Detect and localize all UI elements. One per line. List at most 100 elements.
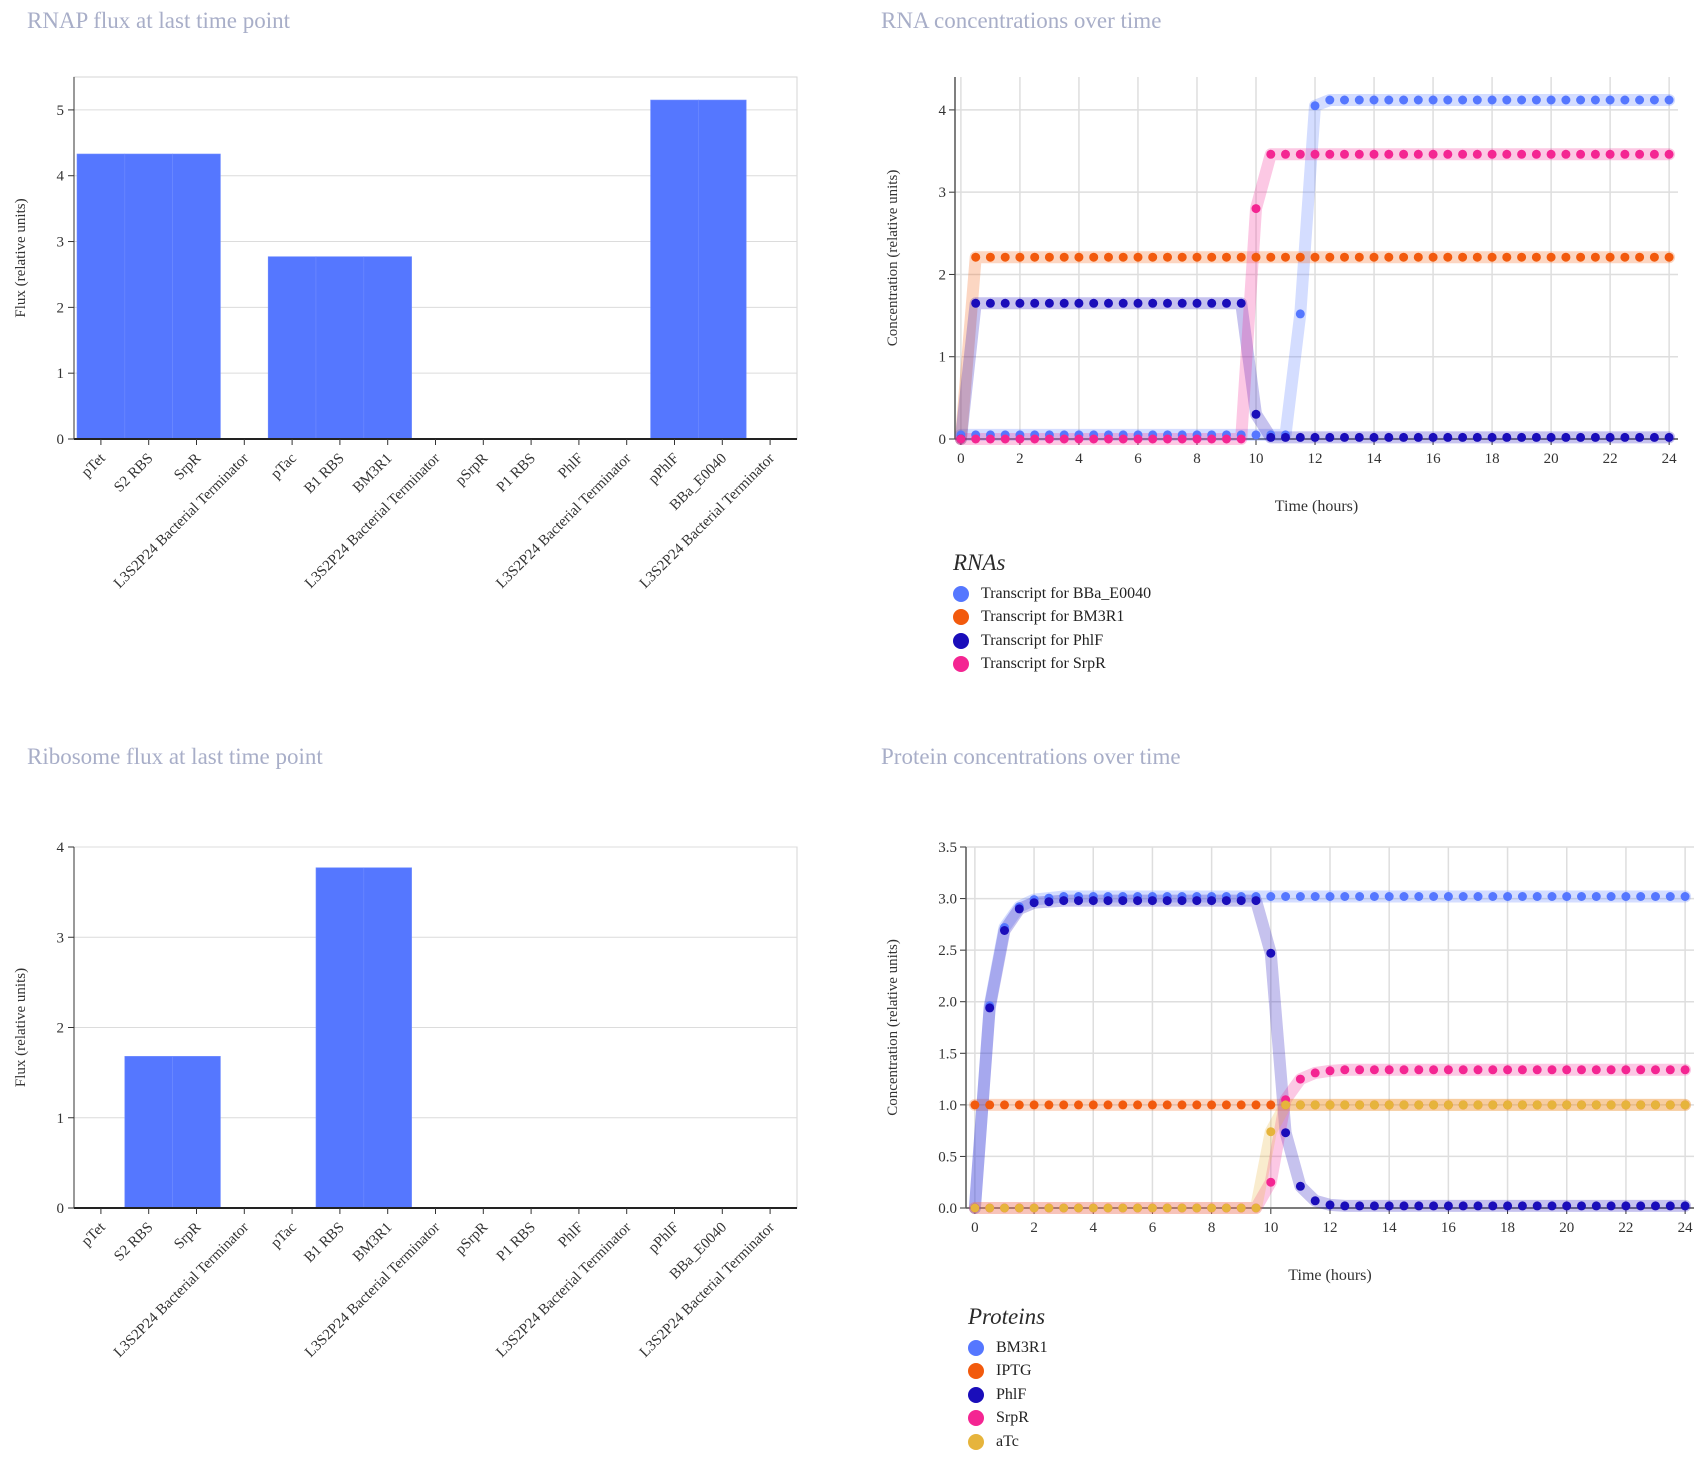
data-point xyxy=(1015,252,1025,262)
protein-legend-title: Proteins xyxy=(968,1304,1046,1329)
data-point xyxy=(1000,1100,1009,1110)
legend-label: Transcript for PhlF xyxy=(981,631,1104,649)
data-point xyxy=(1295,252,1305,262)
data-point xyxy=(1340,149,1349,159)
data-point xyxy=(1118,1203,1128,1213)
data-point xyxy=(1000,434,1010,444)
data-point xyxy=(1473,1201,1483,1211)
x-tick-label: 4 xyxy=(1075,451,1083,467)
data-point xyxy=(1649,95,1659,105)
data-point xyxy=(1163,434,1172,444)
data-point xyxy=(1665,892,1675,901)
data-point xyxy=(1118,252,1128,262)
legend-label: Transcript for BBa_E0040 xyxy=(981,584,1152,602)
x-tick-label: 18 xyxy=(1500,1220,1515,1236)
data-point xyxy=(1236,252,1246,262)
data-point xyxy=(1207,896,1217,906)
data-point xyxy=(1355,1100,1365,1110)
data-point xyxy=(985,1003,995,1013)
data-point xyxy=(1443,1201,1453,1211)
data-point xyxy=(1562,1100,1572,1110)
data-point xyxy=(1503,1201,1513,1211)
legend-swatch xyxy=(968,1386,984,1403)
data-point xyxy=(1503,1065,1513,1075)
data-point xyxy=(1590,432,1600,442)
data-point xyxy=(1281,1128,1291,1138)
data-point xyxy=(1443,252,1453,262)
data-point xyxy=(1546,432,1556,442)
y-tick-label: 3 xyxy=(57,235,65,251)
data-point xyxy=(1606,1100,1616,1110)
data-point xyxy=(1384,149,1394,159)
data-point xyxy=(1089,298,1099,308)
rnap-flux-panel: RNAP flux at last time point 0 1 2 3 4 5 pTet S… xyxy=(0,0,854,736)
data-point xyxy=(1147,896,1157,906)
x-tick-label: 8 xyxy=(1193,451,1201,467)
data-point xyxy=(1458,1201,1468,1211)
data-point xyxy=(1310,892,1320,901)
data-point xyxy=(1074,434,1084,444)
data-point xyxy=(1620,252,1630,262)
protein-concentrations-chart: 0 2 4 6 8 10 12 14 16 18 20 22 240.00.51.01.52.02.53… xyxy=(885,840,1694,1284)
data-point xyxy=(1133,298,1143,308)
y-axis-label: Flux (relative units) xyxy=(13,198,29,317)
data-point xyxy=(1664,252,1674,262)
data-point xyxy=(1236,434,1246,444)
data-point xyxy=(1458,1100,1468,1110)
data-point xyxy=(1029,1100,1039,1110)
data-point xyxy=(1636,892,1646,901)
legend-label: PhlF xyxy=(996,1385,1027,1403)
data-point xyxy=(1443,432,1453,442)
data-point xyxy=(1651,1100,1660,1110)
series-transcript-for-bm3r1 xyxy=(956,252,1674,444)
data-point xyxy=(1340,1201,1350,1211)
data-point xyxy=(1207,298,1217,308)
data-point xyxy=(1621,1100,1631,1110)
data-point xyxy=(1266,149,1276,159)
data-point xyxy=(1148,434,1158,444)
data-point xyxy=(1532,1201,1542,1211)
data-point xyxy=(1562,1065,1572,1075)
data-point xyxy=(1310,432,1320,442)
data-point xyxy=(1088,1100,1098,1110)
data-point xyxy=(1561,432,1571,442)
data-point xyxy=(1576,95,1586,105)
y-tick-label: 5 xyxy=(57,103,65,119)
data-point xyxy=(1384,432,1394,442)
bar-s2-rbs xyxy=(124,1056,173,1209)
data-point xyxy=(1635,149,1645,159)
bar-bm3r1 xyxy=(363,867,412,1209)
legend-item-transcript-for-bm3r1: Transcript for BM3R1 xyxy=(953,606,1151,630)
data-point xyxy=(1399,149,1409,159)
data-point xyxy=(1044,1203,1054,1213)
data-point xyxy=(1414,892,1424,901)
data-point xyxy=(985,252,995,262)
x-tick-label: BM3R1 xyxy=(350,1220,396,1266)
data-point xyxy=(1399,95,1409,105)
data-point xyxy=(1074,1100,1083,1110)
data-point xyxy=(1355,1065,1365,1075)
data-point xyxy=(1546,252,1556,262)
data-point xyxy=(1059,434,1069,444)
data-point xyxy=(1472,252,1482,262)
data-point xyxy=(1103,1203,1113,1213)
data-point xyxy=(1133,1100,1143,1110)
data-point xyxy=(1473,1100,1483,1110)
data-point xyxy=(956,434,966,444)
series-phlf xyxy=(970,896,1690,1213)
data-point xyxy=(1414,1065,1424,1075)
data-point xyxy=(971,434,981,444)
data-point xyxy=(1044,298,1054,308)
data-point xyxy=(1458,892,1468,901)
data-point xyxy=(1605,432,1615,442)
data-point xyxy=(1177,1203,1187,1213)
data-point xyxy=(1620,95,1630,105)
data-point xyxy=(1517,95,1527,105)
data-point xyxy=(1148,298,1158,308)
data-point xyxy=(1030,298,1040,308)
data-point xyxy=(1620,432,1630,442)
rna-legend: RNAs Transcript for BBa_E0040 Transcript … xyxy=(953,550,1151,676)
data-point xyxy=(1192,434,1202,444)
data-point xyxy=(1000,298,1010,308)
data-point xyxy=(1384,95,1394,105)
